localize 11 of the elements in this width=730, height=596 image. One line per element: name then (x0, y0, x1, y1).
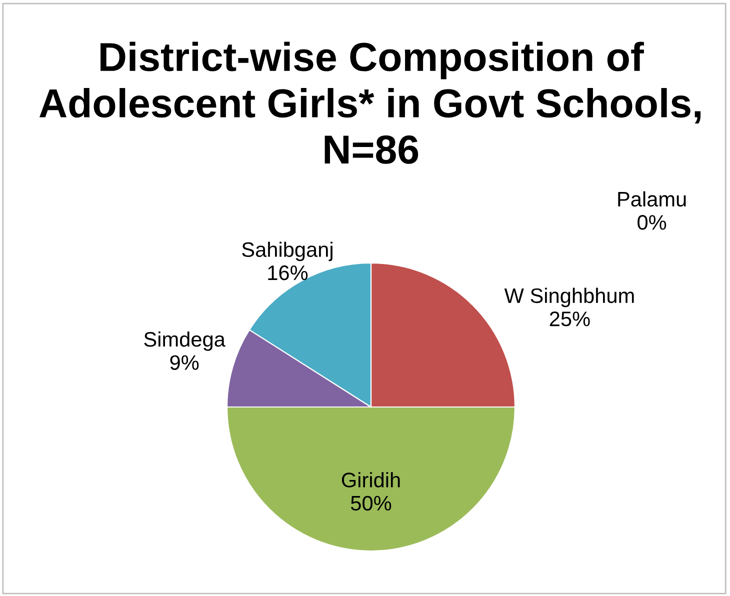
slice-label: Giridih (342, 472, 400, 488)
text: 0% (638, 215, 666, 230)
data-label: 50% (350, 496, 392, 511)
data-label: 25% (550, 312, 590, 326)
slice-label: W Singhbhum (504, 288, 634, 308)
chart-title: District-wise Composition of Adolescent Girls* in Govt Schools, N=86 (40, 42, 701, 164)
slice-label: Sahibganj (242, 242, 332, 262)
data-label: 9% (170, 355, 199, 370)
category-label: Palamu (618, 191, 686, 207)
slice-label: Simdega (144, 331, 226, 351)
data-label: 16% (268, 265, 308, 280)
